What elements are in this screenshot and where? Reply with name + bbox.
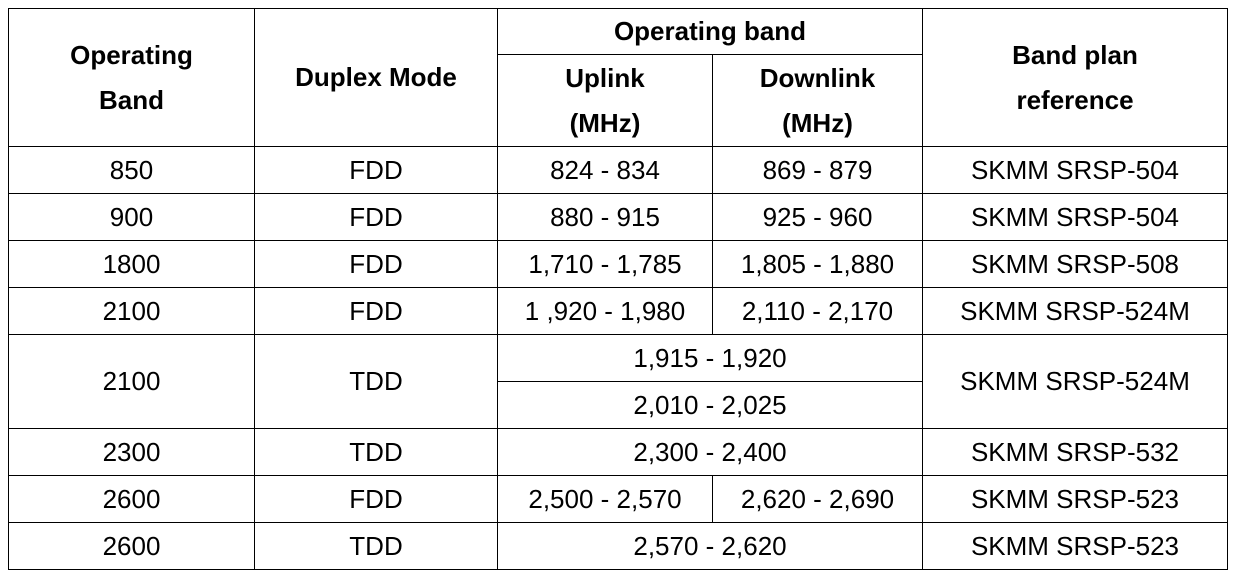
cell: 2,010 - 2,025	[497, 381, 923, 429]
cell: 1800	[8, 240, 255, 288]
cell: FDD	[254, 193, 498, 241]
cell: 900	[8, 193, 255, 241]
cell: 2,300 - 2,400	[497, 428, 923, 476]
cell: SKMM SRSP-532	[922, 428, 1228, 476]
cell: FDD	[254, 240, 498, 288]
cell: 1,710 - 1,785	[497, 240, 713, 288]
header-cell: Operating band	[497, 8, 923, 55]
cell: 1,805 - 1,880	[712, 240, 923, 288]
row: 2600 FDD 2,500 - 2,570 2,620 - 2,690 SKMM SR…	[8, 475, 1228, 523]
header-text: Duplex Mode	[295, 62, 457, 92]
band-table: Operating Band Duplex Mode Operating ban…	[8, 8, 1228, 570]
cell: 869 - 879	[712, 146, 923, 194]
cell: 1 ,920 - 1,980	[497, 287, 713, 335]
row: 850 FDD 824 - 834 869 - 879 SKMM SRSP-504	[8, 146, 1228, 194]
cell: SKMM SRSP-524M	[922, 287, 1228, 335]
row: 900 FDD 880 - 915 925 - 960 SKMM SRSP-504	[8, 193, 1228, 241]
cell: 880 - 915	[497, 193, 713, 241]
header-cell: Downlink (MHz)	[712, 54, 923, 147]
header-cell: Uplink (MHz)	[497, 54, 713, 147]
cell: TDD	[254, 334, 498, 429]
cell: SKMM SRSP-504	[922, 146, 1228, 194]
row: 2100 FDD 1 ,920 - 1,980 2,110 - 2,170 SKMM S…	[8, 287, 1228, 335]
cell: 2,500 - 2,570	[497, 475, 713, 523]
cell: SKMM SRSP-523	[922, 475, 1228, 523]
row: 2100 TDD 1,915 - 1,920 SKMM SRSP-524M	[8, 334, 1228, 429]
cell: 2100	[8, 334, 255, 429]
header-text: Downlink (MHz)	[759, 62, 876, 138]
row: 2600 TDD 2,570 - 2,620 SKMM SRSP-523	[8, 522, 1228, 570]
cell: 2,620 - 2,690	[712, 475, 923, 523]
cell: FDD	[254, 146, 498, 194]
cell: 824 - 834	[497, 146, 713, 194]
row: 2300 TDD 2,300 - 2,400 SKMM SRSP-532	[8, 428, 1228, 476]
cell: SKMM SRSP-523	[922, 522, 1228, 570]
cell: 2600	[8, 522, 255, 570]
header-cell: Duplex Mode	[254, 8, 498, 147]
cell: SKMM SRSP-508	[922, 240, 1228, 288]
header-row: Operating Band Duplex Mode Operating ban…	[8, 8, 1228, 147]
cell: TDD	[254, 522, 498, 570]
header-cell: Band plan reference	[922, 8, 1228, 147]
cell: 2300	[8, 428, 255, 476]
header-text: Uplink (MHz)	[565, 62, 645, 138]
cell: SKMM SRSP-504	[922, 193, 1228, 241]
row: 1800 FDD 1,710 - 1,785 1,805 - 1,880 SKMM SR…	[8, 240, 1228, 288]
header-text: Band plan reference	[1012, 39, 1138, 115]
cell: 850	[8, 146, 255, 194]
cell: 925 - 960	[712, 193, 923, 241]
cell: FDD	[254, 475, 498, 523]
cell: SKMM SRSP-524M	[922, 334, 1228, 429]
cell: 2100	[8, 287, 255, 335]
header-text: Operating band	[613, 16, 807, 46]
header-text: Operating Band	[70, 39, 193, 115]
cell: FDD	[254, 287, 498, 335]
cell: 2,570 - 2,620	[497, 522, 923, 570]
cell: TDD	[254, 428, 498, 476]
cell: 2600	[8, 475, 255, 523]
header-cell: Operating Band	[8, 8, 255, 147]
cell: 2,110 - 2,170	[712, 287, 923, 335]
cell: 1,915 - 1,920	[497, 334, 923, 382]
